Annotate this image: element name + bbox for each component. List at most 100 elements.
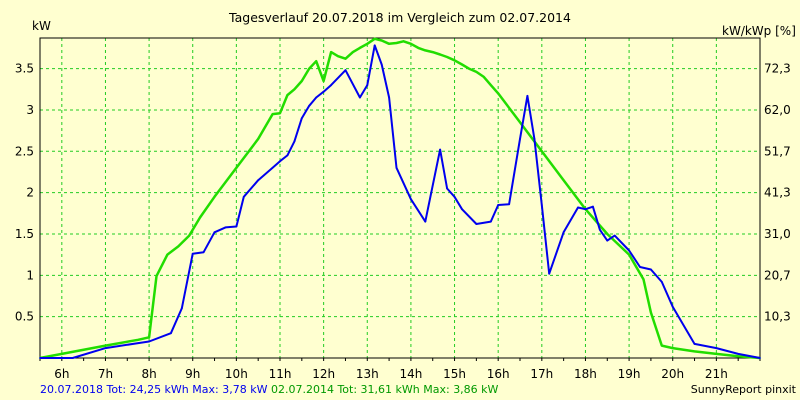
data-point [650,268,652,271]
data-point [213,195,216,198]
data-point [508,203,510,206]
data-point [453,59,456,62]
data-point [271,113,274,115]
data-point [660,281,663,283]
y-axis-left-label: kW [32,19,51,33]
data-point [592,205,594,208]
footer-credit: SunnyReport pinxit [691,383,797,396]
data-point [439,53,441,56]
data-point [540,150,543,153]
data-point [628,253,630,256]
data-point [315,60,318,63]
data-point [137,342,140,344]
data-point [715,353,718,355]
data-point [380,63,383,66]
y-ticks-left: 0.5 1 1.5 2 2.5 3 3.5 [15,62,34,324]
data-point [475,71,478,73]
data-point [489,84,492,86]
data-point [660,344,663,347]
legend-text: 20.07.2018 Tot: 24,25 kWh Max: 3,78 kW 0… [40,383,499,396]
data-point [177,245,180,248]
data-point [461,63,463,66]
y-tick-label-left: 3.5 [15,62,34,76]
y-tick-label-left: 2 [26,186,34,200]
data-point [308,104,311,107]
data-point [388,96,390,99]
x-tick-label: 19h [618,367,641,381]
x-tick-label: 7h [98,367,113,381]
data-point [71,357,74,359]
data-point [693,343,696,345]
data-point [533,138,536,140]
data-point [308,67,311,70]
data-point [439,148,441,151]
data-point [213,231,216,234]
data-point [293,88,296,91]
data-point [373,44,376,47]
data-point [380,39,383,42]
data-point [453,195,456,198]
data-point [424,49,427,52]
data-point [613,234,616,237]
data-point [373,37,376,40]
data-point [461,208,463,211]
data-point [279,160,281,163]
data-point [337,55,339,58]
data-point [562,179,565,182]
data-point [606,239,609,242]
x-tick-label: 20h [661,367,684,381]
data-point [606,233,609,235]
y-ticks-right: 10,3 20,7 31,0 41,3 51,7 62,0 72,3 [764,62,791,324]
grid [40,38,760,358]
data-point [286,94,289,96]
data-point [300,117,303,120]
data-point [519,138,521,140]
data-point [344,69,347,72]
data-point [577,206,579,209]
y-tick-label-right: 41,3 [764,186,791,200]
data-point [39,357,41,359]
y-tick-label-right: 31,0 [764,227,791,241]
y-tick-label-left: 1.5 [15,227,34,241]
data-point [497,204,500,206]
data-point [104,344,107,347]
data-point [540,204,543,206]
series-group [39,37,761,360]
data-point [344,57,347,60]
data-point [166,253,169,256]
data-point [497,92,500,95]
data-point [330,51,332,53]
y-tick-label-right: 51,7 [764,144,791,158]
data-point [257,179,260,182]
data-point [395,166,398,169]
data-point [424,220,427,223]
data-point [642,278,645,281]
data-point [242,195,245,198]
data-point [170,332,172,335]
x-tick-label: 17h [530,367,553,381]
data-point [315,96,318,99]
x-tick-label: 14h [399,367,422,381]
data-point [388,42,390,45]
data-point [235,225,238,228]
data-point [489,220,492,223]
y-tick-label-right: 72,3 [764,62,791,76]
data-point [148,336,151,339]
data-point [519,121,521,124]
x-tick-label: 10h [225,367,248,381]
data-point [148,340,151,343]
x-tick-label: 11h [269,367,292,381]
data-point [224,226,227,229]
data-point [402,40,405,43]
data-point [359,47,361,49]
data-point [410,42,412,45]
data-point [286,154,289,157]
data-point [628,249,630,252]
data-point [431,51,434,53]
data-point [482,76,485,78]
y-tick-label-left: 3 [26,103,34,117]
y-tick-label-left: 2.5 [15,144,34,158]
data-point [180,307,183,310]
